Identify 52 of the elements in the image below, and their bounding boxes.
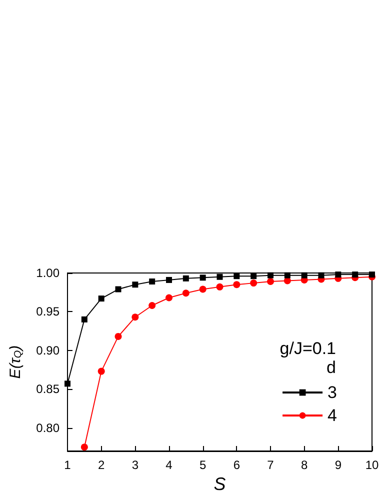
point bbox=[301, 272, 308, 278]
point bbox=[64, 380, 70, 387]
point bbox=[369, 272, 375, 278]
point bbox=[199, 286, 206, 293]
point bbox=[352, 272, 358, 278]
point bbox=[166, 294, 172, 302]
point bbox=[80, 444, 88, 451]
point bbox=[148, 302, 156, 309]
x-tick-label: 10 bbox=[365, 458, 379, 472]
x-tick-label: 3 bbox=[132, 458, 139, 472]
point bbox=[114, 332, 122, 340]
y-tick-label: 0.90 bbox=[36, 343, 60, 358]
point bbox=[234, 273, 240, 280]
point bbox=[98, 296, 104, 302]
point bbox=[149, 278, 156, 285]
y-tick-label: 0.95 bbox=[36, 304, 60, 319]
x-tick-label: 2 bbox=[98, 458, 105, 472]
point bbox=[132, 314, 139, 321]
point bbox=[268, 272, 274, 278]
x-tick-label: 9 bbox=[334, 458, 342, 472]
x-tick-label: 7 bbox=[267, 458, 274, 472]
x-tick-label: 6 bbox=[233, 458, 240, 472]
point bbox=[267, 278, 274, 286]
y-tick-label: 1.00 bbox=[36, 266, 60, 280]
x-axis-title: S bbox=[214, 474, 226, 494]
x-tick-label: 4 bbox=[166, 458, 173, 472]
point bbox=[182, 290, 190, 297]
point bbox=[284, 272, 290, 278]
x-tick-label: 8 bbox=[300, 458, 308, 472]
legend-label: 4 bbox=[328, 406, 338, 425]
x-tick-label: 5 bbox=[199, 458, 206, 472]
x-tick-label: 1 bbox=[64, 458, 72, 472]
point bbox=[132, 282, 138, 288]
point bbox=[250, 273, 257, 280]
point bbox=[216, 274, 223, 280]
y-tick-label: 0.85 bbox=[36, 382, 60, 396]
annotation: g/J=0.1 bbox=[280, 339, 336, 358]
point bbox=[233, 281, 240, 288]
point bbox=[335, 272, 342, 278]
point bbox=[98, 368, 105, 375]
legend-label: 3 bbox=[328, 383, 338, 402]
point bbox=[81, 316, 88, 322]
point bbox=[250, 280, 258, 287]
y-axis-title: E(τQ) bbox=[7, 345, 24, 379]
point bbox=[216, 283, 224, 290]
point bbox=[182, 275, 189, 282]
y-tick-label: 0.80 bbox=[36, 420, 60, 435]
legend-title: d bbox=[326, 358, 336, 377]
point bbox=[200, 274, 206, 281]
point bbox=[166, 276, 172, 283]
point bbox=[318, 272, 324, 278]
point bbox=[115, 286, 122, 292]
